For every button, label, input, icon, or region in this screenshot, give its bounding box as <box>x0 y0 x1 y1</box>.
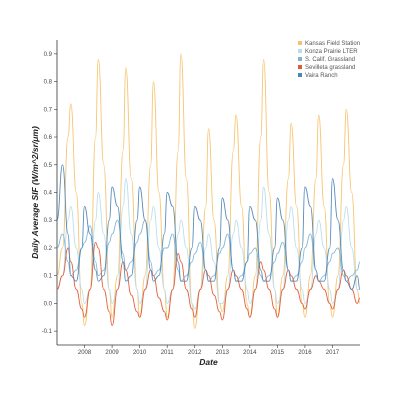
y-tick-label: 0.1 <box>44 274 53 280</box>
legend-label-4: Vaira Ranch <box>305 73 338 79</box>
y-axis-ticks: -0.1 0.0 0.1 0.2 0.3 0.4 0.5 0.6 0.7 0.8 0.9 <box>42 52 57 335</box>
legend-label-3: Sevilleta grassland <box>305 65 355 71</box>
plot-area: -0.10.00.10.20.30.40.50.60.70.80.9 2008 2… <box>42 40 361 356</box>
legend-swatch-1 <box>298 49 302 53</box>
legend-swatch-3 <box>298 65 302 69</box>
x-tick-label: 2012 <box>188 350 202 356</box>
series-line-0 <box>56 53 361 329</box>
x-tick-label: 2014 <box>243 350 257 356</box>
y-tick-label: 0.6 <box>44 135 53 141</box>
x-axis-ticks: 2008 2009 2010 2011 2012 2013 2014 2015 2016 2017 <box>78 345 340 356</box>
legend-label-1: Konza Prairie LTER <box>305 49 358 55</box>
legend-label-2: S. Calif. Grassland <box>305 57 355 63</box>
legend-swatch-4 <box>298 73 302 77</box>
x-tick-label: 2009 <box>105 350 119 356</box>
x-tick-label: 2015 <box>271 350 285 356</box>
y-tick-label: 0.9 <box>44 52 53 58</box>
y-tick-label: 0.4 <box>44 191 53 197</box>
x-tick-label: 2010 <box>133 350 147 356</box>
legend-swatch-0 <box>298 41 302 45</box>
legend-swatch-2 <box>298 57 302 61</box>
x-tick-label: 2008 <box>78 350 92 356</box>
y-tick-label: 0.0 <box>44 301 53 307</box>
legend-label-0: Kansas Field Station <box>305 41 360 47</box>
y-tick-label: -0.1 <box>42 329 53 335</box>
y-tick-label: 0.3 <box>44 218 53 224</box>
series-line-4 <box>56 164 361 290</box>
y-tick-label: 0.8 <box>44 80 53 86</box>
x-axis-title: Date <box>199 357 218 367</box>
x-tick-label: 2016 <box>298 350 312 356</box>
x-tick-label: 2017 <box>326 350 340 356</box>
legend: Kansas Field Station Konza Prairie LTER S.… <box>298 41 360 79</box>
x-tick-label: 2013 <box>216 350 230 356</box>
series-line-3 <box>56 241 361 327</box>
series-lines <box>56 53 361 329</box>
y-tick-label: 0.2 <box>44 246 53 252</box>
x-tick-label: 2011 <box>161 350 175 356</box>
y-axis-title: Daily Average SIF (W/m^2/sr/μm) <box>30 126 40 259</box>
y-tick-label: 0.7 <box>44 107 53 113</box>
y-tick-label: 0.5 <box>44 163 53 169</box>
